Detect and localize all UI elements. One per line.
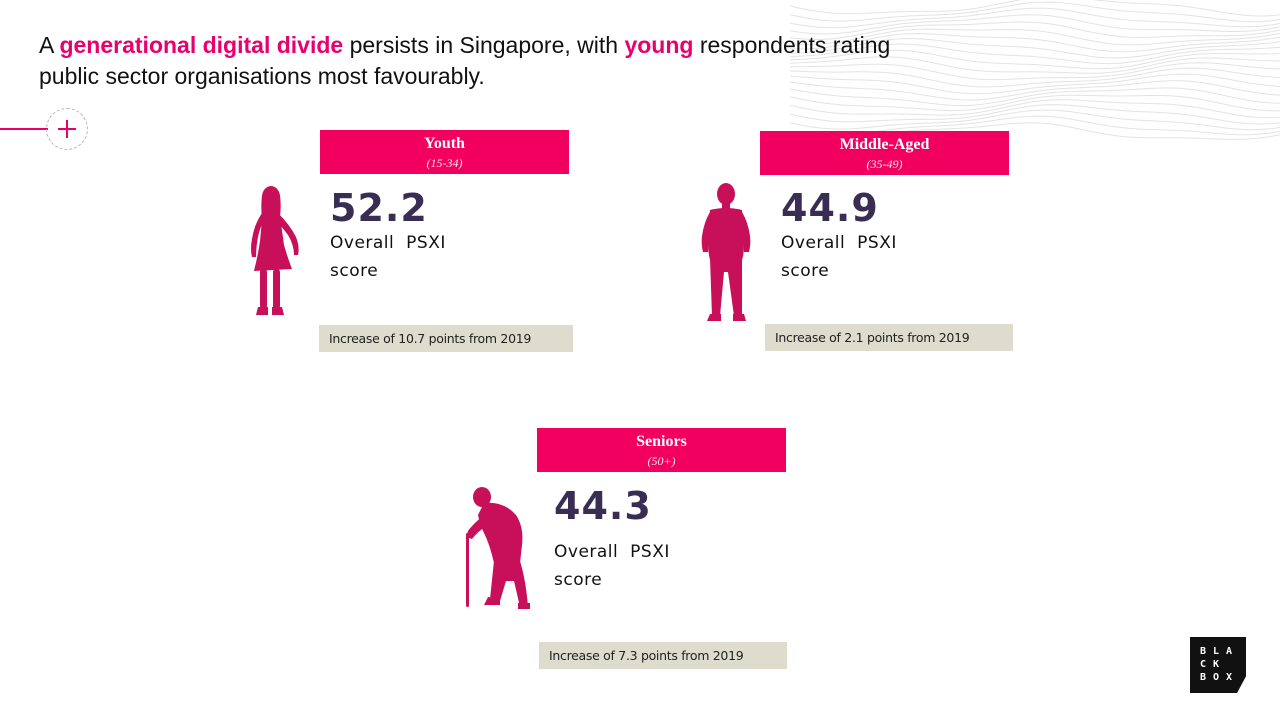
increase-note-middle-aged: Increase of 2.1 points from 2019 <box>765 324 1013 351</box>
wave-line <box>790 21 1280 41</box>
wave-line <box>790 80 1280 101</box>
wave-pattern-decoration <box>790 0 1280 140</box>
group-age-range: (50+) <box>647 454 676 468</box>
headline-highlight-2: young <box>624 32 694 58</box>
wave-line <box>790 56 1280 74</box>
headline-highlight-1: generational digital divide <box>59 32 344 58</box>
logo-text-row-1: BLA <box>1200 646 1240 657</box>
wave-line <box>790 7 1280 29</box>
group-age-range: (15-34) <box>426 156 463 170</box>
group-header-seniors: Seniors (50+) <box>537 428 786 472</box>
headline-text-2: persists in Singapore, with <box>343 32 625 58</box>
plus-icon <box>46 108 88 150</box>
wave-line <box>790 37 1280 59</box>
group-age-range: (35-49) <box>866 157 903 171</box>
group-header-middle-aged: Middle-Aged (35-49) <box>760 131 1009 175</box>
wave-line <box>790 1 1280 23</box>
wave-line <box>790 67 1280 88</box>
wave-line <box>790 109 1280 131</box>
wave-line <box>790 28 1280 46</box>
wave-line <box>790 73 1280 95</box>
wave-line <box>790 49 1280 70</box>
wave-line <box>790 33 1280 53</box>
score-value-middle-aged: 44.9 <box>781 186 879 230</box>
score-value-youth: 52.2 <box>330 186 428 230</box>
score-value-seniors: 44.3 <box>554 484 652 528</box>
score-label-seniors: Overall PSXI score <box>554 542 670 590</box>
increase-note-seniors: Increase of 7.3 points from 2019 <box>539 642 787 669</box>
wave-line <box>790 43 1280 65</box>
headline-text-3: respondents rating public sector organis… <box>39 32 891 89</box>
wave-line <box>790 99 1280 119</box>
group-header-youth: Youth (15-34) <box>320 130 569 174</box>
score-label-youth: Overall PSXI score <box>330 233 446 281</box>
headline-text-1: A <box>39 32 60 58</box>
increase-note-youth: Increase of 10.7 points from 2019 <box>319 325 573 352</box>
accent-line <box>0 128 48 130</box>
group-name: Youth <box>424 135 465 152</box>
wave-line <box>790 104 1280 125</box>
wave-line <box>790 14 1280 35</box>
blackbox-logo: BLA CK BOX <box>1190 637 1246 693</box>
group-name: Middle-Aged <box>839 136 930 153</box>
score-label-middle-aged: Overall PSXI score <box>781 233 897 281</box>
logo-text-row-2: CK <box>1200 659 1227 670</box>
logo-text-row-3: BOX <box>1200 672 1240 683</box>
wave-line <box>790 62 1280 81</box>
wave-line <box>790 0 1280 17</box>
elderly-person-with-cane-silhouette-icon <box>466 487 530 609</box>
young-woman-silhouette-icon <box>251 186 299 315</box>
man-silhouette-icon <box>701 183 751 321</box>
group-name: Seniors <box>636 433 687 450</box>
wave-line <box>790 94 1280 112</box>
wave-line <box>790 87 1280 107</box>
page-headline: A generational digital divide persists i… <box>39 30 899 92</box>
